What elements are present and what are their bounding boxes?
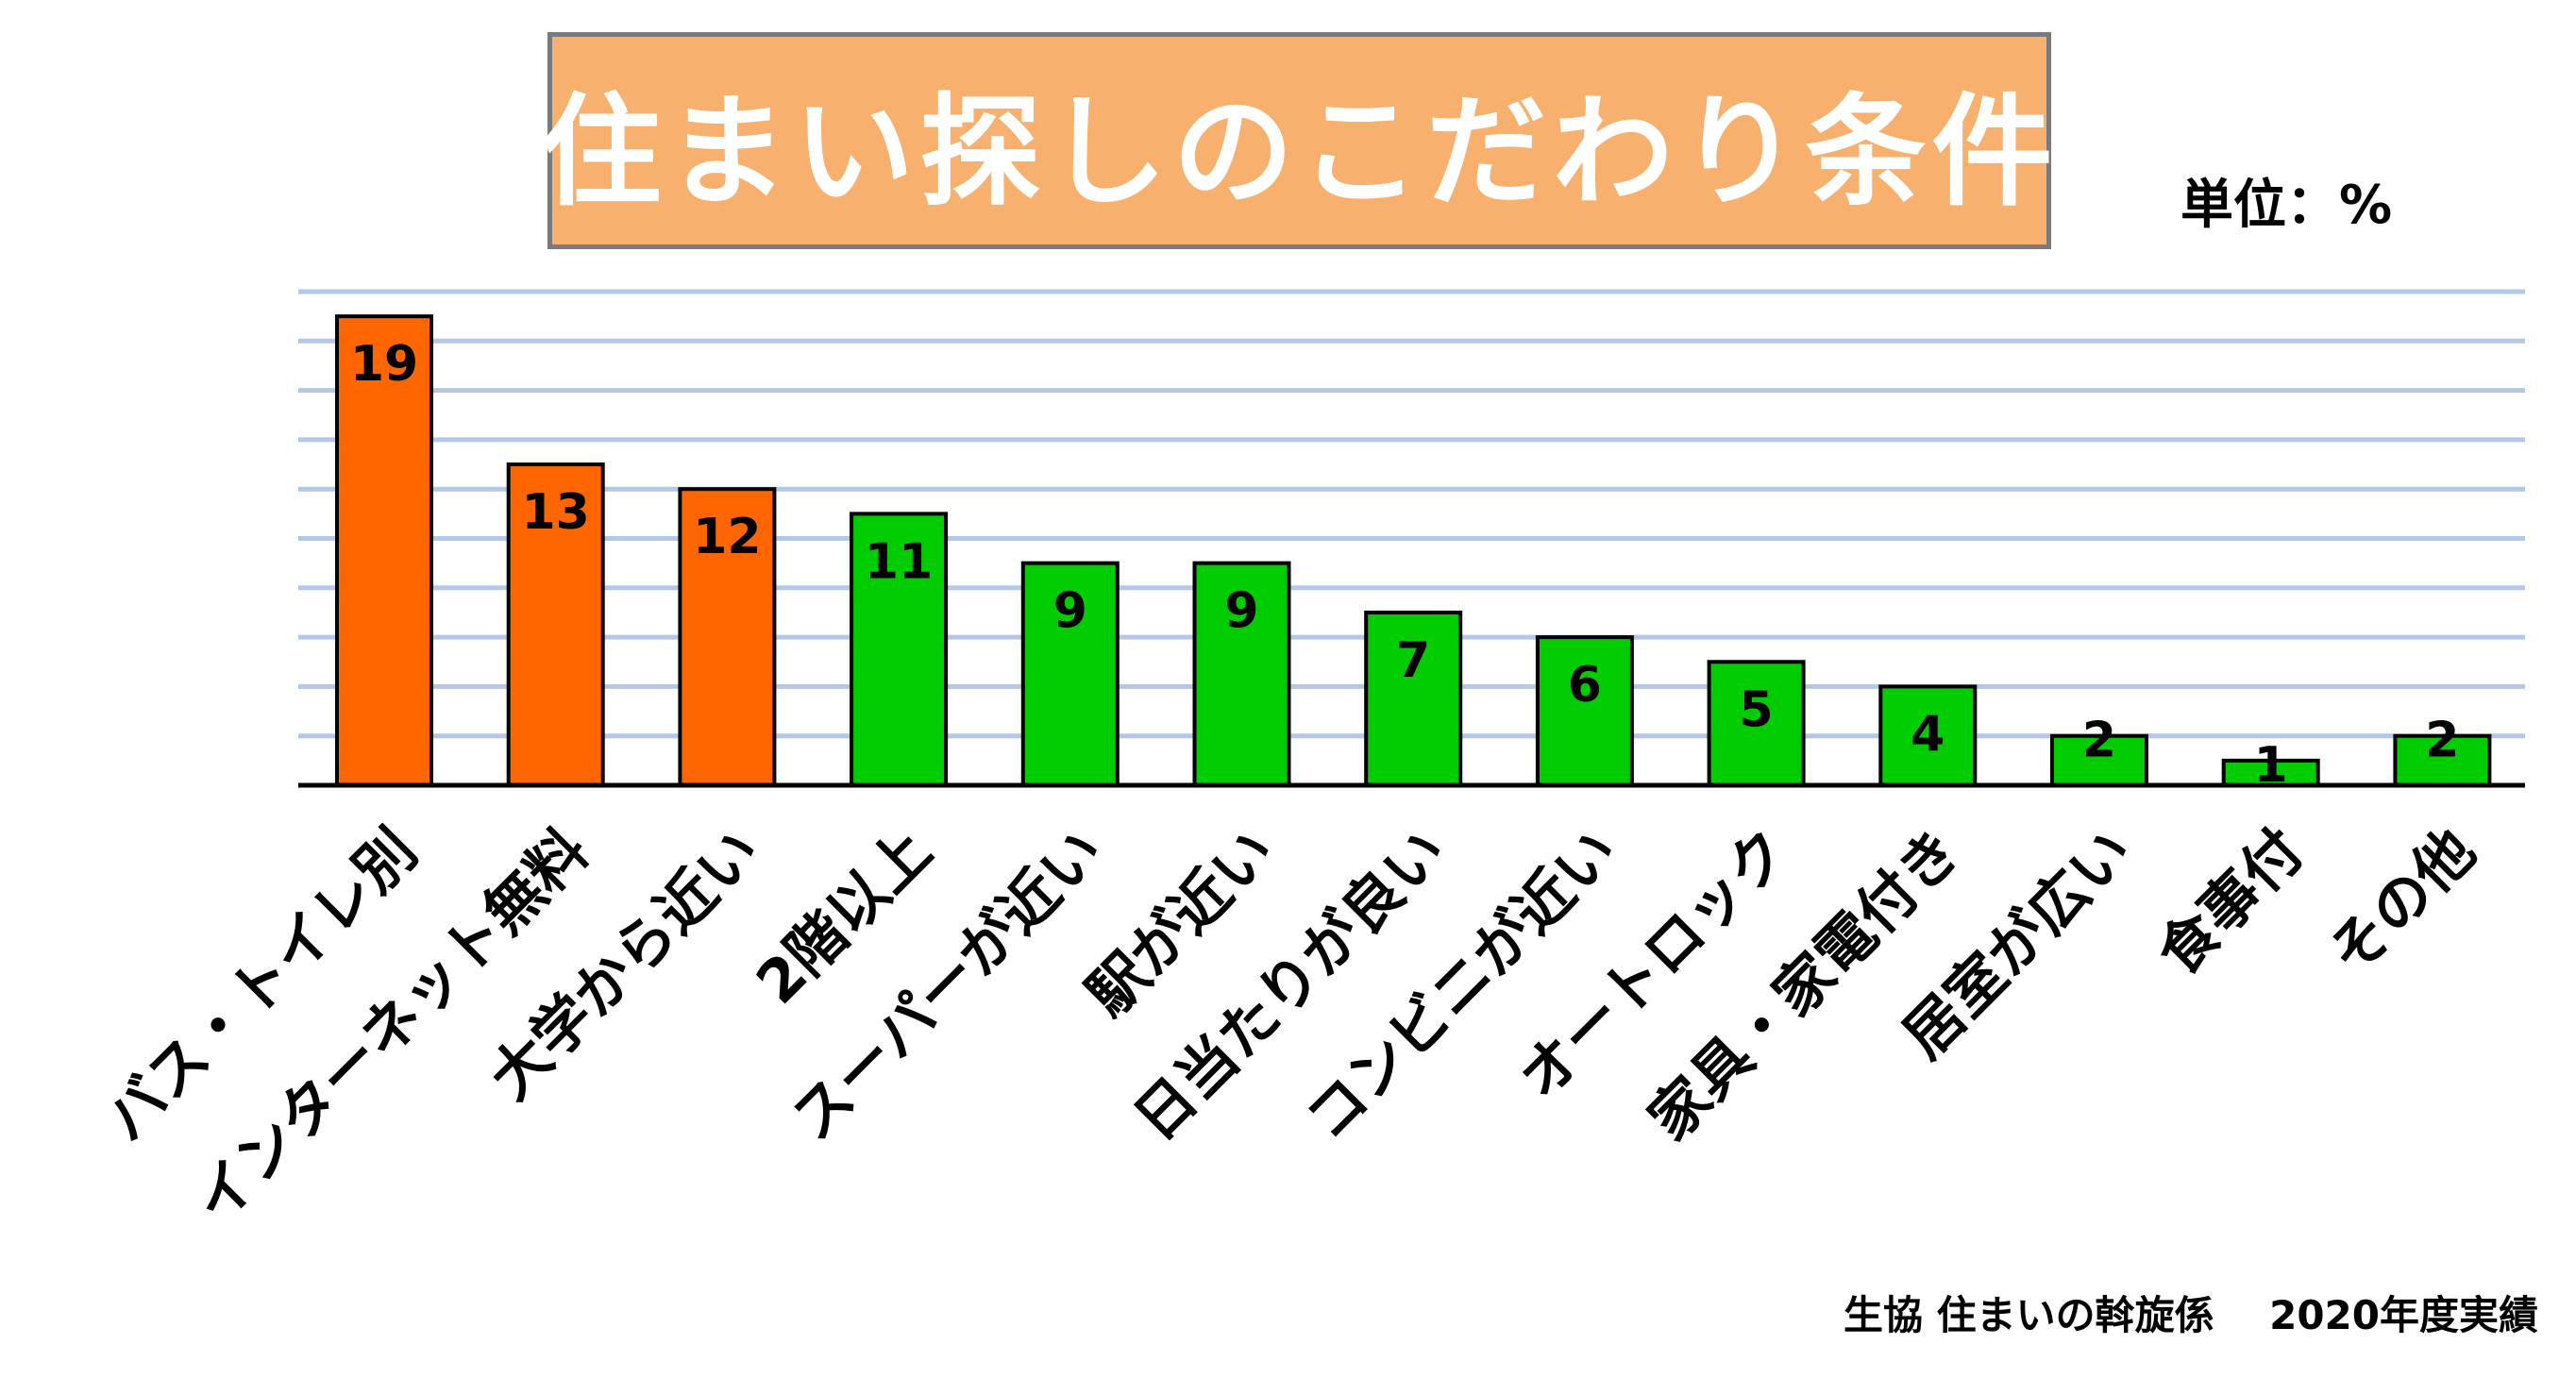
category-label: バス・トイレ別 bbox=[92, 815, 430, 1154]
data-label: 13 bbox=[522, 484, 590, 541]
bar bbox=[1878, 684, 1978, 788]
category-label: スーパーが近い bbox=[778, 815, 1116, 1153]
data-label: 12 bbox=[693, 509, 761, 565]
title-box: 住まい探しのこだわり条件 bbox=[541, 32, 2053, 249]
data-label: 9 bbox=[1224, 583, 1258, 640]
bar bbox=[1707, 660, 1806, 787]
data-label: 2 bbox=[2425, 713, 2459, 769]
category-label: コンビニが近い bbox=[1292, 815, 1631, 1154]
data-label: 6 bbox=[1568, 657, 1602, 714]
bar bbox=[1020, 561, 1120, 788]
category-label: 日当たりが良い bbox=[1120, 815, 1459, 1154]
source-year: 2020年度実績 bbox=[2269, 1292, 2538, 1338]
data-label: 11 bbox=[865, 533, 933, 590]
data-label: 5 bbox=[1740, 681, 1774, 738]
source-note: 生協 住まいの斡旋係 2020年度実績 bbox=[1844, 1284, 2538, 1341]
category-labels: バス・トイレ別インターネット無料大学から近い2階以上スーパーが近い駅が近い日当た… bbox=[92, 815, 2488, 1236]
bars bbox=[335, 314, 2492, 788]
bar bbox=[1192, 561, 1291, 788]
data-label: 1 bbox=[2254, 737, 2288, 794]
data-label: 2 bbox=[2082, 713, 2116, 769]
bar bbox=[335, 314, 433, 787]
source-org: 生協 住まいの斡旋係 bbox=[1843, 1292, 2214, 1338]
data-label: 4 bbox=[1911, 706, 1945, 763]
data-label: 7 bbox=[1396, 632, 1430, 689]
chart-title: 住まい探しのこだわり条件 bbox=[540, 81, 2059, 223]
category-label: 家具・家電付き bbox=[1635, 815, 1974, 1154]
category-label: その他 bbox=[2315, 815, 2488, 988]
unit-label: 単位：% bbox=[2180, 175, 2393, 236]
gridlines bbox=[298, 289, 2525, 739]
bar bbox=[1364, 610, 1463, 788]
data-label: 19 bbox=[350, 336, 418, 393]
bar bbox=[850, 512, 949, 787]
bar bbox=[506, 462, 605, 787]
data-label: 9 bbox=[1053, 583, 1087, 640]
category-label: 食事付 bbox=[2144, 815, 2316, 988]
